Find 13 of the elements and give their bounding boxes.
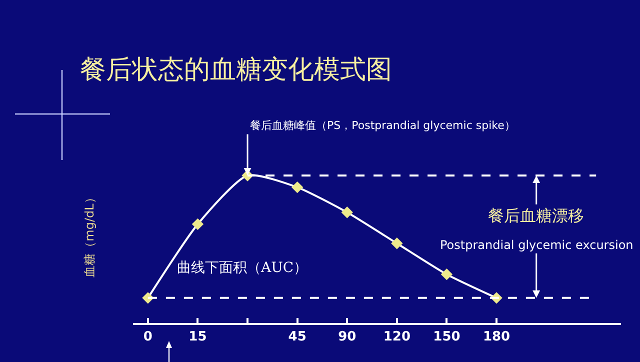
x-tick-label: 150 (433, 330, 460, 345)
annotation: 餐后血糖漂移 (488, 206, 584, 225)
y-axis-title: 血糖（mg/dL） (82, 192, 96, 278)
x-tick-label: 180 (482, 330, 510, 345)
annotation: Postprandial glycemic excursion (440, 238, 634, 252)
x-tick-label: 90 (338, 330, 356, 345)
x-tick-label: 45 (288, 330, 306, 345)
x-tick-label: 0 (143, 330, 152, 345)
annotation: 曲线下面积（AUC） (177, 260, 308, 276)
x-tick-label: 15 (188, 330, 207, 345)
chart-title: 餐后状态的血糖变化模式图 (80, 54, 392, 85)
text: 餐后血糖峰值（PS，Postprandial glycemic spike） (250, 119, 516, 132)
x-tick-label: 120 (383, 330, 410, 345)
